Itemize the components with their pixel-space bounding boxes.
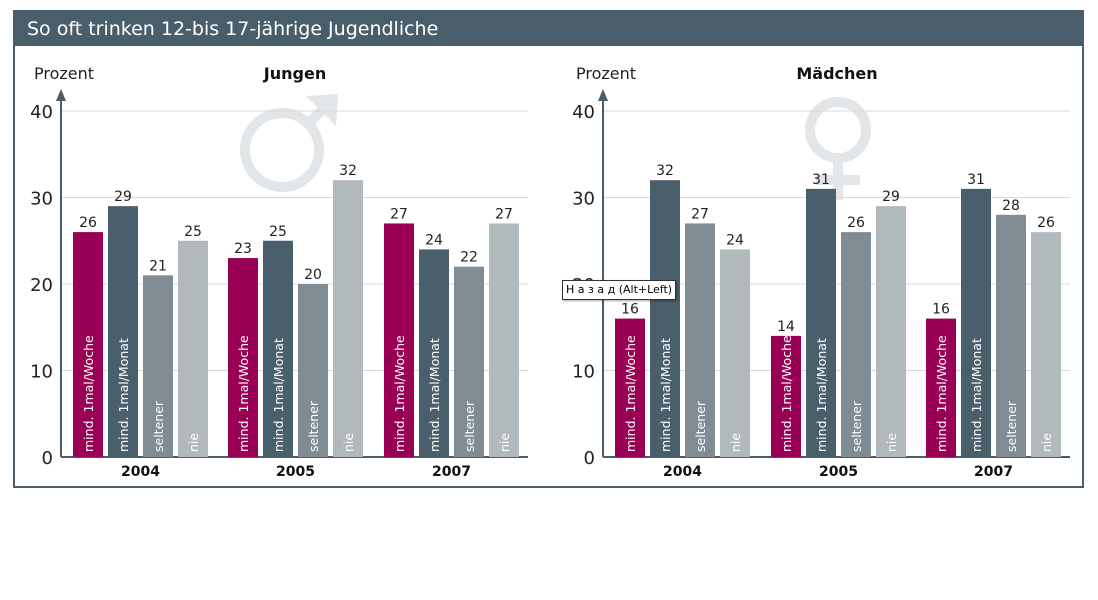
maedchen-bar-series-label: mind. 1mal/Woche — [934, 335, 949, 452]
jungen-x-category-label: 2004 — [121, 464, 160, 480]
maedchen-bar-series-label: seltener — [1004, 400, 1019, 452]
maedchen-bar-series-label: seltener — [693, 400, 708, 452]
jungen-bar — [333, 180, 363, 457]
jungen-bar — [73, 232, 103, 457]
back-tooltip: Н а з а д (Alt+Left) — [562, 280, 677, 300]
jungen-bar — [143, 275, 173, 457]
maedchen-bar-value-label: 27 — [691, 206, 709, 222]
jungen-y-axis-label: Prozent — [34, 64, 94, 83]
female-symbol-icon — [805, 97, 871, 163]
maedchen-bar-value-label: 31 — [967, 172, 985, 188]
maedchen-bar-series-label: mind. 1mal/Woche — [623, 335, 638, 452]
jungen-bar — [384, 223, 414, 457]
maedchen-bar-value-label: 29 — [882, 189, 900, 205]
maedchen-bar-series-label: seltener — [849, 400, 864, 452]
maedchen-x-category-label: 2007 — [974, 464, 1013, 480]
jungen-y-tick-label: 0 — [42, 448, 53, 469]
jungen-bar-value-label: 25 — [269, 224, 287, 240]
jungen-bar — [228, 258, 258, 457]
jungen-bar-value-label: 21 — [149, 258, 167, 274]
maedchen-bar — [926, 318, 956, 457]
jungen-bar-value-label: 29 — [114, 189, 132, 205]
jungen-bar-value-label: 25 — [184, 224, 202, 240]
maedchen-y-axis-arrow-icon — [598, 89, 608, 101]
jungen-y-tick-label: 40 — [30, 102, 53, 123]
jungen-bar-series-label: nie — [497, 433, 512, 452]
maedchen-bar-series-label: nie — [728, 433, 743, 452]
jungen-y-tick-label: 30 — [30, 189, 53, 210]
jungen-bar-series-label: seltener — [306, 400, 321, 452]
jungen-bar-series-label: mind. 1mal/Monat — [427, 338, 442, 452]
maedchen-y-tick-label: 40 — [572, 102, 595, 123]
maedchen-bar — [1031, 232, 1061, 457]
jungen-bar — [489, 223, 519, 457]
maedchen-bar — [771, 335, 801, 457]
maedchen-bar-value-label: 14 — [777, 319, 795, 335]
maedchen-bar-value-label: 32 — [656, 163, 674, 179]
maedchen-bar-value-label: 26 — [1037, 215, 1055, 231]
maedchen-y-tick-label: 10 — [572, 362, 595, 383]
jungen-y-axis-arrow-icon — [56, 89, 66, 101]
maedchen-bar-value-label: 26 — [847, 215, 865, 231]
jungen-bar — [263, 240, 293, 457]
maedchen-bar — [841, 232, 871, 457]
maedchen-bar-value-label: 31 — [812, 172, 830, 188]
jungen-bar-value-label: 23 — [234, 241, 252, 257]
chart-title: So oft trinken 12-bis 17-jährige Jugendl… — [15, 12, 1082, 46]
jungen-bar-series-label: mind. 1mal/Woche — [392, 335, 407, 452]
maedchen-bar-series-label: mind. 1mal/Monat — [658, 338, 673, 452]
maedchen-bar — [650, 180, 680, 457]
jungen-bar-series-label: seltener — [462, 400, 477, 452]
jungen-bar — [419, 249, 449, 457]
maedchen-bar-series-label: mind. 1mal/Monat — [814, 338, 829, 452]
maedchen-bar-value-label: 24 — [726, 232, 744, 248]
maedchen-chart-title: Mädchen — [796, 64, 877, 83]
maedchen-y-tick-label: 30 — [572, 189, 595, 210]
maedchen-y-tick-label: 0 — [584, 448, 595, 469]
jungen-bar-value-label: 26 — [79, 215, 97, 231]
maedchen-bar-series-label: mind. 1mal/Monat — [969, 338, 984, 452]
male-symbol-icon-arrow-head — [306, 94, 338, 126]
maedchen-bar-series-label: nie — [1039, 433, 1054, 452]
jungen-bar — [298, 284, 328, 457]
jungen-bar-value-label: 24 — [425, 232, 443, 248]
jungen-x-category-label: 2005 — [276, 464, 315, 480]
maedchen-bar — [685, 223, 715, 457]
maedchen-y-axis-label: Prozent — [576, 64, 636, 83]
jungen-bar-series-label: mind. 1mal/Woche — [236, 335, 251, 452]
male-symbol-icon — [240, 108, 324, 192]
maedchen-bar — [806, 188, 836, 457]
maedchen-bar-series-label: nie — [884, 433, 899, 452]
maedchen-bar-value-label: 16 — [621, 302, 639, 318]
jungen-bar-value-label: 22 — [460, 250, 478, 266]
maedchen-bar — [961, 188, 991, 457]
jungen-bar — [178, 240, 208, 457]
jungen-bar-value-label: 27 — [495, 206, 513, 222]
jungen-bar-series-label: nie — [186, 433, 201, 452]
jungen-bar-value-label: 27 — [390, 206, 408, 222]
maedchen-bar-series-label: mind. 1mal/Woche — [779, 335, 794, 452]
maedchen-bar — [876, 206, 906, 457]
maedchen-bar-value-label: 16 — [932, 302, 950, 318]
jungen-bar-value-label: 20 — [304, 267, 322, 283]
jungen-bar — [108, 206, 138, 457]
jungen-y-tick-label: 20 — [30, 275, 53, 296]
jungen-chart-title: Jungen — [263, 64, 326, 83]
maedchen-x-category-label: 2005 — [819, 464, 858, 480]
jungen-bar-series-label: seltener — [151, 400, 166, 452]
jungen-bar-series-label: mind. 1mal/Monat — [271, 338, 286, 452]
maedchen-bar — [996, 214, 1026, 457]
jungen-bar-value-label: 32 — [339, 163, 357, 179]
jungen-bar — [454, 266, 484, 457]
maedchen-bar — [615, 318, 645, 457]
jungen-y-tick-label: 10 — [30, 362, 53, 383]
jungen-bar-series-label: mind. 1mal/Woche — [81, 335, 96, 452]
jungen-x-category-label: 2007 — [432, 464, 471, 480]
maedchen-x-category-label: 2004 — [663, 464, 702, 480]
maedchen-bar — [720, 249, 750, 457]
jungen-bar-series-label: mind. 1mal/Monat — [116, 338, 131, 452]
maedchen-bar-value-label: 28 — [1002, 198, 1020, 214]
jungen-bar-series-label: nie — [341, 433, 356, 452]
